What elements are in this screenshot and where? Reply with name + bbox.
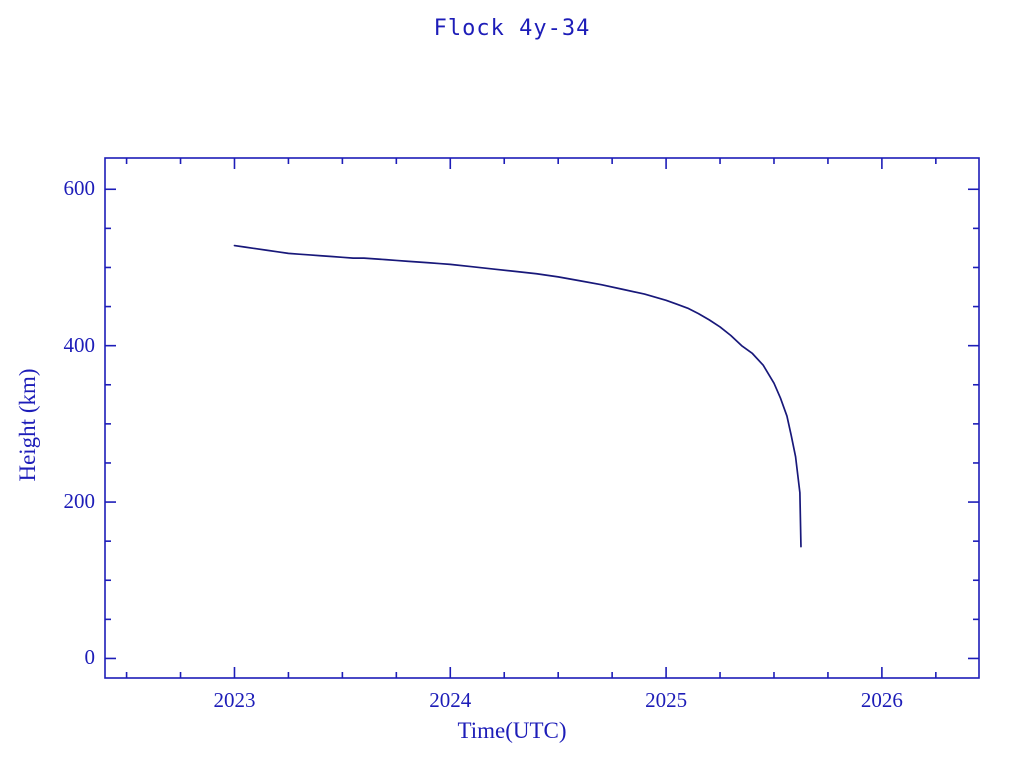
data-series (233, 244, 802, 548)
x-tick-label: 2024 (429, 688, 472, 712)
y-tick-label: 200 (63, 489, 96, 514)
y-tick-label: 400 (63, 332, 96, 357)
y-axis-label: Height (km) (15, 368, 40, 482)
x-tick-label: 2025 (645, 688, 688, 712)
x-axis-label: Time(UTC) (457, 718, 567, 743)
y-tick-label: 600 (63, 176, 96, 201)
axes-frame (104, 157, 980, 679)
x-tick-label: 2026 (860, 688, 903, 712)
axis-ticks (105, 158, 979, 678)
y-tick-label: 0 (84, 645, 96, 670)
chart-title: Flock 4y-34 (433, 16, 591, 41)
x-tick-label: 2023 (213, 688, 256, 712)
